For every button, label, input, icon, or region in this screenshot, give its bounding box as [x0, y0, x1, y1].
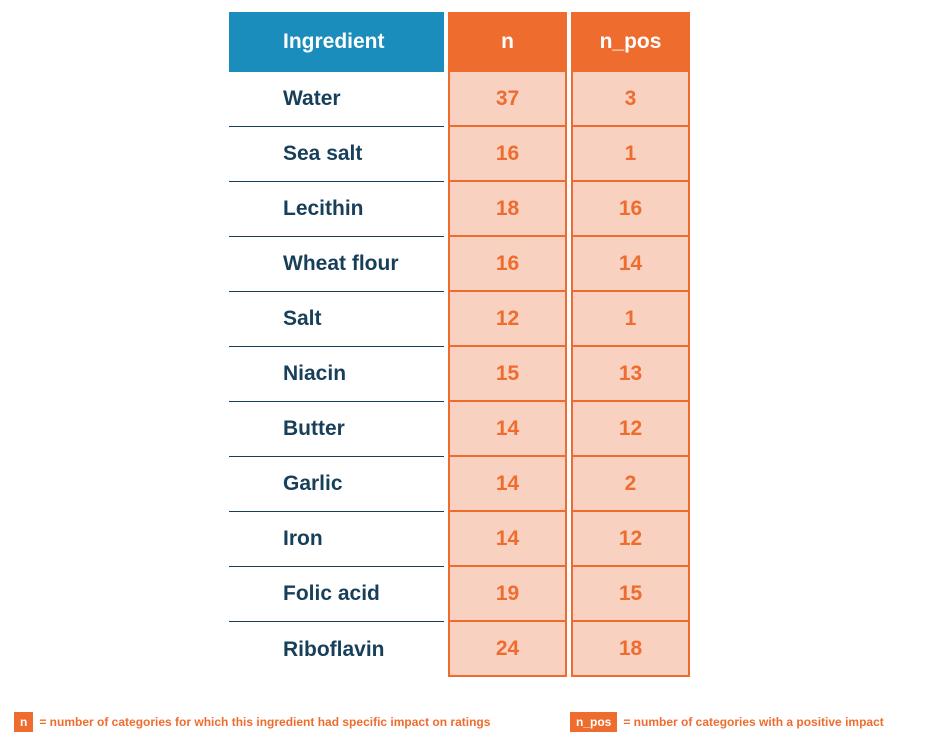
ingredient-cell: Lecithin	[229, 182, 444, 237]
table-row: Wheat flour 16 14	[229, 237, 695, 292]
legend-item-n: n = number of categories for which this …	[14, 710, 490, 734]
n-pos-cell: 13	[571, 347, 690, 402]
n-cell: 37	[448, 72, 567, 127]
table-row: Butter 14 12	[229, 402, 695, 457]
n-cell: 16	[448, 237, 567, 292]
table-row: Iron 14 12	[229, 512, 695, 567]
table-body: Water 37 3 Sea salt 16 1 Lecithin 18 16 Wheat flo…	[229, 72, 695, 677]
n-cell: 19	[448, 567, 567, 622]
ingredient-cell: Niacin	[229, 347, 444, 402]
legend: n = number of categories for which this …	[14, 710, 914, 734]
n-pos-cell: 12	[571, 402, 690, 457]
legend-text-n-pos: = number of categories with a positive i…	[623, 715, 884, 729]
n-pos-cell: 14	[571, 237, 690, 292]
n-cell: 14	[448, 402, 567, 457]
n-pos-cell: 16	[571, 182, 690, 237]
legend-key-n: n	[14, 712, 34, 732]
n-pos-cell: 1	[571, 127, 690, 182]
header-ingredient: Ingredient	[229, 12, 444, 72]
n-cell: 18	[448, 182, 567, 237]
ingredient-cell: Wheat flour	[229, 237, 444, 292]
n-pos-cell: 2	[571, 457, 690, 512]
table-row: Sea salt 16 1	[229, 127, 695, 182]
table-row: Garlic 14 2	[229, 457, 695, 512]
ingredient-cell: Garlic	[229, 457, 444, 512]
table-row: Folic acid 19 15	[229, 567, 695, 622]
ingredient-table: Ingredient n n_pos Water 37 3 Sea salt 16 1 Le…	[229, 12, 695, 677]
ingredient-cell: Iron	[229, 512, 444, 567]
table-row: Niacin 15 13	[229, 347, 695, 402]
ingredient-cell: Folic acid	[229, 567, 444, 622]
header-n: n	[448, 12, 567, 72]
n-cell: 24	[448, 622, 567, 677]
n-cell: 14	[448, 457, 567, 512]
n-pos-cell: 12	[571, 512, 690, 567]
n-cell: 12	[448, 292, 567, 347]
ingredient-cell: Water	[229, 72, 444, 127]
ingredient-cell: Riboflavin	[283, 637, 385, 661]
legend-text-n: = number of categories for which this in…	[39, 715, 491, 729]
n-cell: 14	[448, 512, 567, 567]
n-pos-cell: 1	[571, 292, 690, 347]
legend-key-n-pos: n_pos	[570, 712, 618, 732]
ingredient-cell: Butter	[229, 402, 444, 457]
header-n-pos: n_pos	[571, 12, 690, 72]
n-pos-cell: 3	[571, 72, 690, 127]
table-row: Lecithin 18 16	[229, 182, 695, 237]
ingredient-cell: Salt	[229, 292, 444, 347]
table-row: Water 37 3	[229, 72, 695, 127]
n-cell: 15	[448, 347, 567, 402]
n-cell: 16	[448, 127, 567, 182]
table-header-row: Ingredient n n_pos	[229, 12, 695, 72]
legend-item-n-pos: n_pos = number of categories with a posi…	[570, 710, 884, 734]
table-row: Salt 12 1	[229, 292, 695, 347]
table-row: Riboflavin 24 18	[229, 622, 695, 677]
n-pos-cell: 18	[571, 622, 690, 677]
ingredient-cell: Sea salt	[229, 127, 444, 182]
n-pos-cell: 15	[571, 567, 690, 622]
